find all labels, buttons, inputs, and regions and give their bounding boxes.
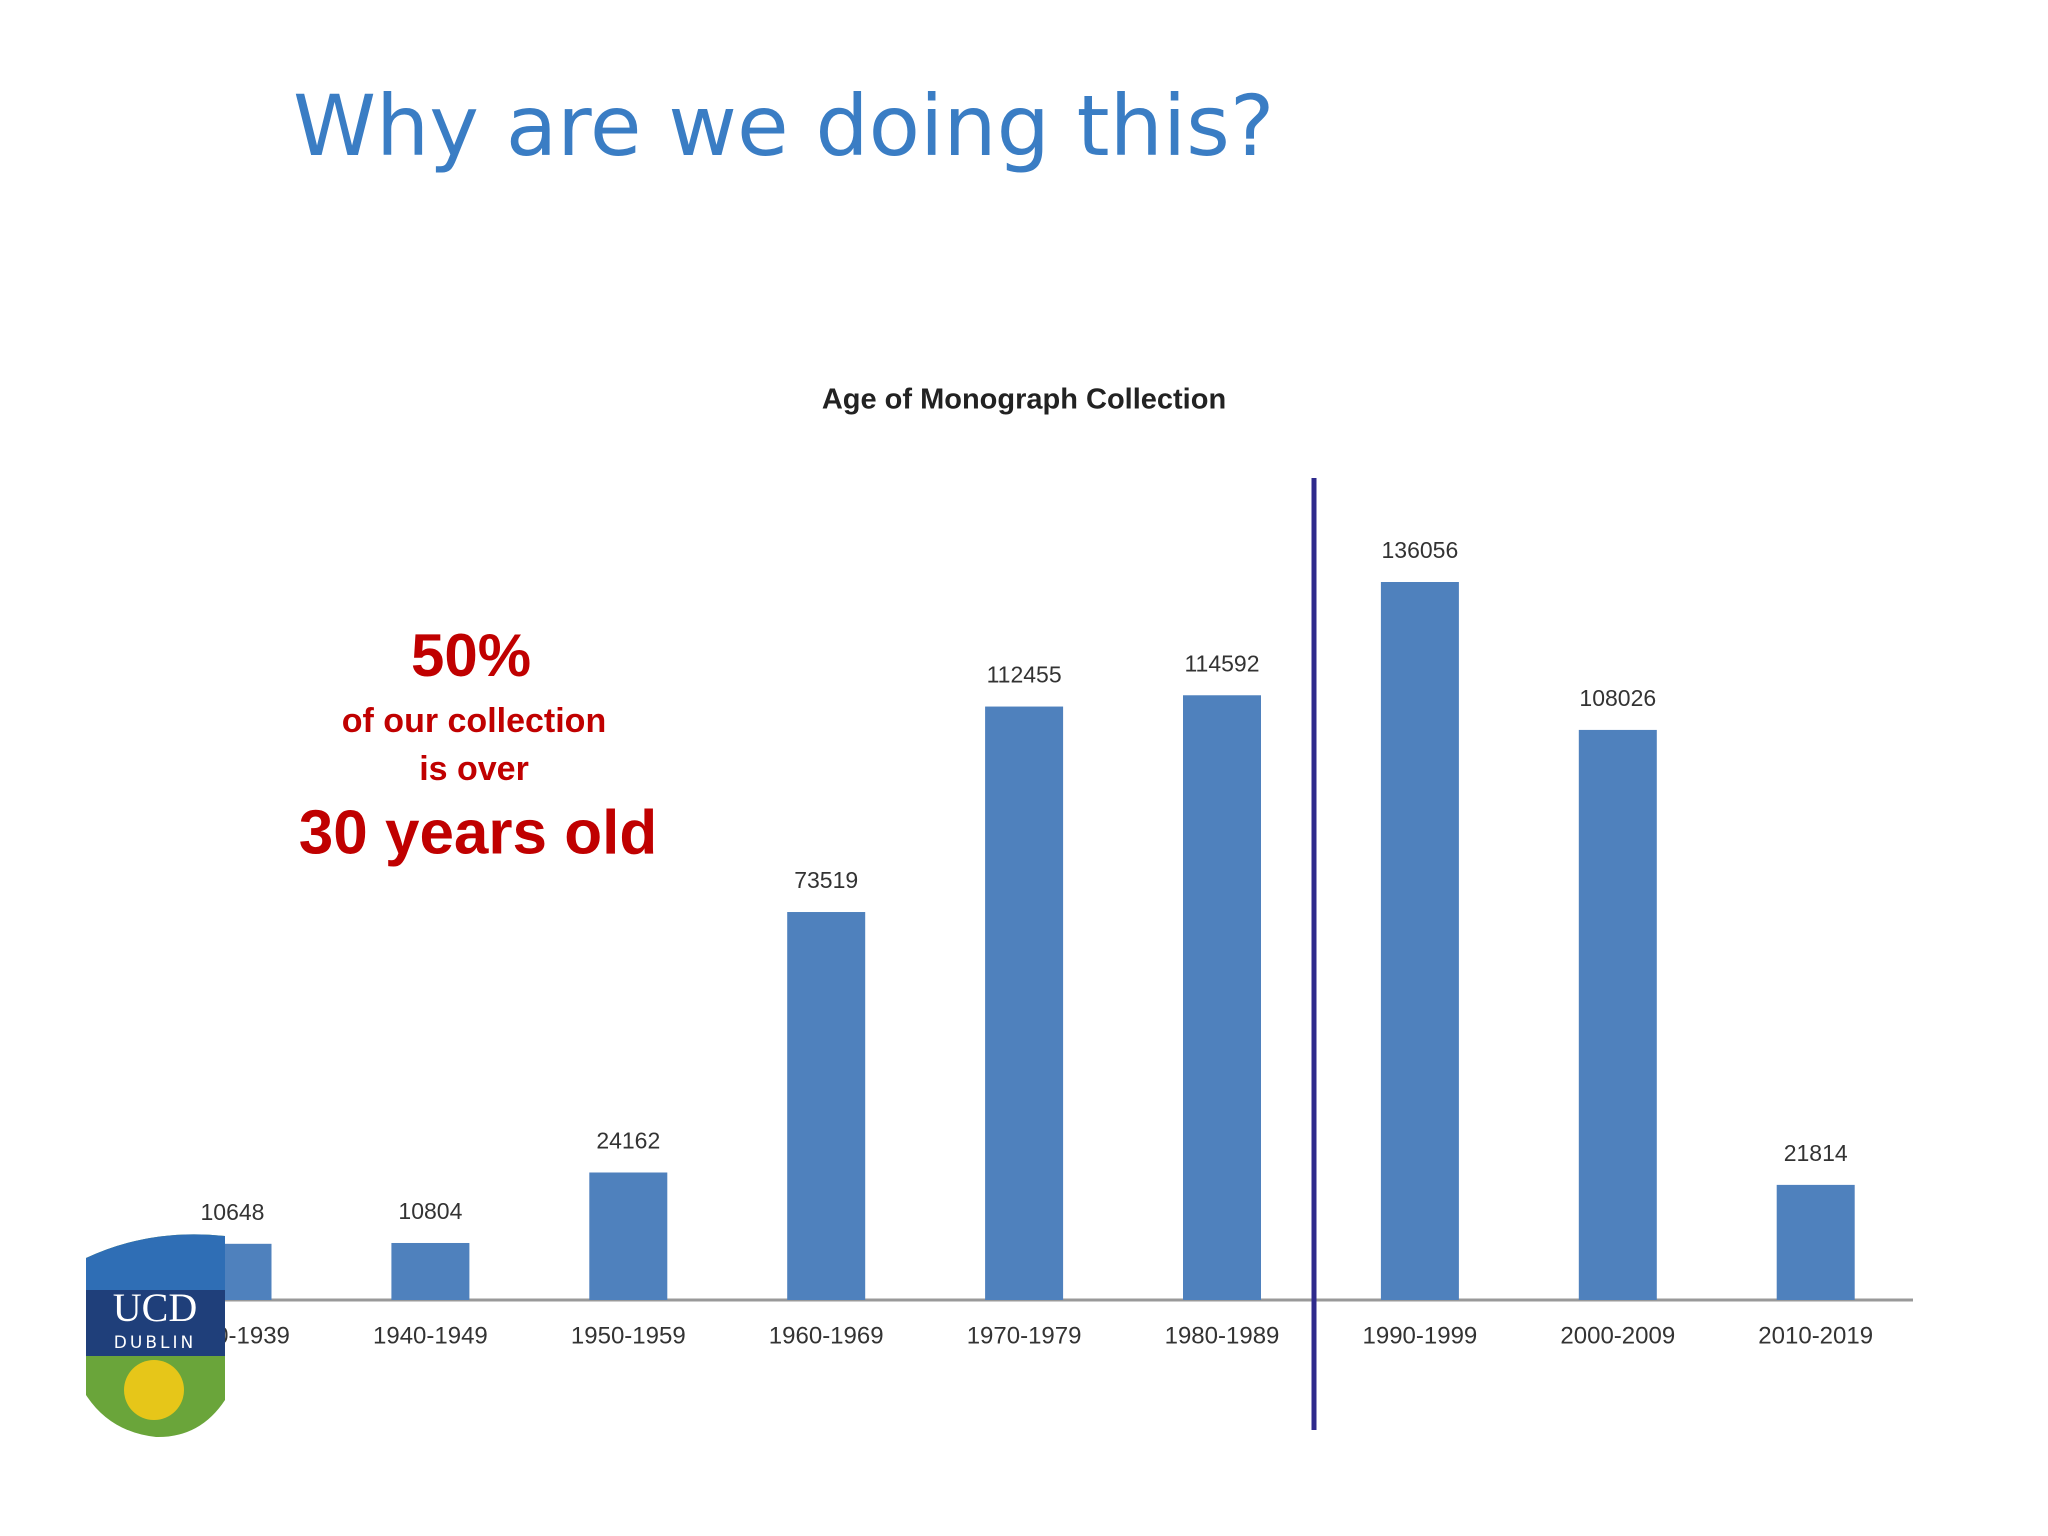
bar [985, 706, 1064, 1300]
bar [391, 1242, 470, 1300]
value-label: 73519 [794, 867, 858, 893]
value-label: 108026 [1579, 685, 1656, 711]
x-tick-label: 1980-1989 [1165, 1322, 1280, 1349]
logo-text: UCD [113, 1285, 197, 1330]
annotation: 50% [411, 622, 531, 689]
bar [1183, 695, 1261, 1300]
value-label: 112455 [987, 662, 1062, 688]
value-label: 10648 [201, 1199, 265, 1225]
annotation: 30 years old [299, 798, 657, 867]
x-tick-label: 2010-2019 [1758, 1322, 1873, 1349]
bar [787, 912, 866, 1300]
bar [1578, 729, 1657, 1300]
x-tick-label: 1940-1949 [373, 1322, 488, 1349]
x-tick-label: 1950-1959 [571, 1322, 686, 1349]
logo-harp [124, 1360, 184, 1420]
logo-top [86, 1234, 225, 1290]
bar [1380, 582, 1459, 1300]
value-label: 21814 [1784, 1140, 1848, 1166]
logo-band [86, 1290, 225, 1356]
plot: 106481930-1939108041940-1949241621950-19… [175, 537, 1913, 1349]
x-tick-label: 2000-2009 [1560, 1322, 1675, 1349]
bar [589, 1172, 668, 1300]
annotation: is over [419, 750, 529, 788]
x-tick-label: 1960-1969 [769, 1322, 884, 1349]
x-tick-label: 1970-1979 [967, 1322, 1082, 1349]
value-label: 136056 [1382, 537, 1459, 563]
slide-title: Why are we doing this? [293, 77, 1275, 175]
value-label: 10804 [398, 1198, 462, 1224]
chart-title: Age of Monograph Collection [822, 384, 1226, 416]
logo: UCD DUBLIN [86, 1234, 225, 1438]
bar [1776, 1184, 1855, 1300]
annotation: of our collection [342, 702, 606, 740]
value-label: 114592 [1184, 650, 1259, 676]
logo-text: DUBLIN [114, 1333, 196, 1353]
value-label: 24162 [596, 1128, 660, 1154]
x-tick-label: 1990-1999 [1363, 1322, 1478, 1349]
